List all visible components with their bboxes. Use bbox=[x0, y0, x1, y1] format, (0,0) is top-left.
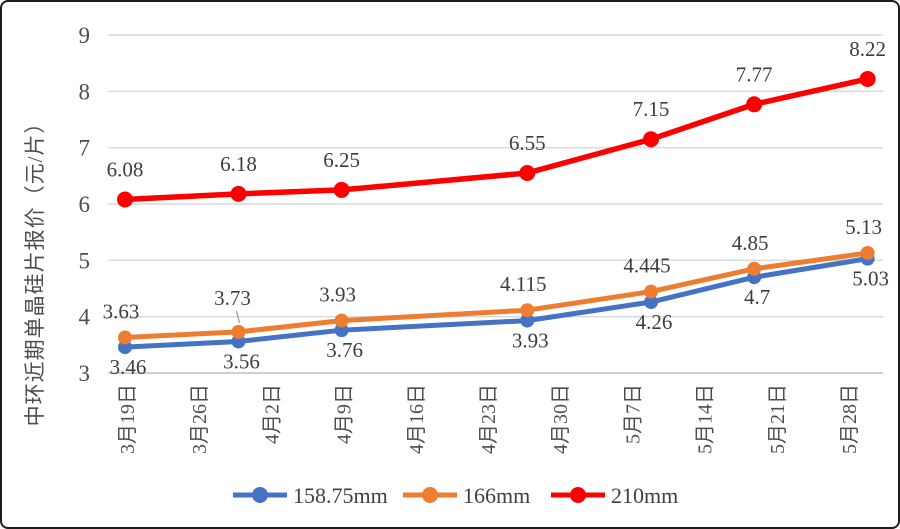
gridlines bbox=[108, 34, 883, 374]
y-tick-label: 9 bbox=[79, 23, 91, 48]
data-point-marker bbox=[520, 313, 535, 328]
data-point-marker bbox=[747, 261, 762, 276]
x-tick-label: 5月7日 bbox=[622, 384, 644, 444]
data-label: 3.76 bbox=[326, 338, 363, 362]
data-point-marker bbox=[230, 185, 247, 202]
data-label: 4.7 bbox=[744, 285, 770, 309]
data-label: 5.13 bbox=[845, 215, 882, 239]
x-tick-label: 5月28日 bbox=[839, 384, 861, 454]
y-tick-label: 8 bbox=[79, 79, 91, 104]
data-point-marker bbox=[117, 191, 133, 208]
x-tick-label: 4月30日 bbox=[550, 384, 572, 454]
data-point-marker bbox=[520, 303, 535, 318]
data-point-marker bbox=[519, 165, 536, 182]
data-point-marker bbox=[859, 70, 876, 87]
x-tick-label: 3月19日 bbox=[117, 384, 139, 454]
y-tick-label: 7 bbox=[79, 136, 91, 161]
legend-marker-dot bbox=[570, 487, 586, 503]
axes: 3 4 5 6 7 8 9 3月19日 3月26日 4月2日 4月9日 4月16日 4月23日 4月30日… bbox=[79, 23, 862, 454]
data-label: 3.46 bbox=[110, 355, 147, 379]
data-point-marker bbox=[118, 330, 132, 345]
data-label: 5.03 bbox=[852, 267, 889, 291]
legend-marker-dot bbox=[252, 487, 268, 503]
y-axis-title: 中环近期单晶硅片报价（元/片） bbox=[23, 112, 47, 427]
data-point-marker bbox=[333, 181, 350, 198]
x-tick-label: 4月23日 bbox=[478, 384, 500, 454]
y-tick-label: 3 bbox=[79, 361, 91, 386]
y-tick-label: 5 bbox=[79, 248, 91, 273]
x-tick-label: 3月26日 bbox=[189, 384, 211, 454]
data-label: 4.445 bbox=[623, 254, 670, 278]
data-point-marker bbox=[643, 131, 660, 148]
x-tick-label: 4月16日 bbox=[406, 384, 428, 454]
legend-item-166mm: 166mm bbox=[403, 483, 530, 508]
legend-label: 158.75mm bbox=[293, 483, 388, 508]
data-point-marker bbox=[644, 295, 659, 310]
data-label: 4.85 bbox=[732, 231, 769, 255]
legend-label: 166mm bbox=[463, 483, 530, 508]
legend-item-210mm: 210mm bbox=[551, 483, 678, 508]
x-tick-label: 5月21日 bbox=[767, 384, 789, 454]
x-tick-label: 4月2日 bbox=[261, 384, 283, 444]
data-point-marker bbox=[334, 323, 349, 338]
y-tick-label: 6 bbox=[79, 192, 91, 217]
legend-marker-dot bbox=[422, 487, 438, 503]
data-point-marker bbox=[231, 334, 246, 349]
data-label: 3.56 bbox=[223, 349, 260, 373]
data-label: 7.77 bbox=[736, 62, 773, 86]
data-label: 4.115 bbox=[500, 272, 546, 296]
y-tick-label: 4 bbox=[79, 305, 91, 330]
data-point-marker bbox=[231, 324, 246, 339]
data-label: 3.93 bbox=[319, 283, 356, 307]
data-label: 3.93 bbox=[512, 329, 549, 353]
data-label: 7.15 bbox=[633, 97, 670, 121]
data-label: 3.73 bbox=[214, 286, 251, 310]
data-labels: 3.46 3.56 3.76 3.93 4.26 4.7 5.03 3.63 3.73 3.93 4… bbox=[103, 37, 889, 379]
legend-item-158.75mm: 158.75mm bbox=[233, 483, 388, 508]
legend-label: 210mm bbox=[611, 483, 678, 508]
data-label: 6.55 bbox=[509, 131, 546, 155]
data-point-marker bbox=[644, 284, 659, 299]
x-tick-label: 4月9日 bbox=[334, 384, 356, 444]
data-point-marker bbox=[334, 313, 349, 328]
data-point-marker bbox=[860, 246, 875, 261]
data-point-marker bbox=[118, 340, 132, 355]
x-tick-label: 5月14日 bbox=[695, 384, 717, 454]
data-label: 6.25 bbox=[323, 148, 360, 172]
data-label: 8.22 bbox=[849, 37, 886, 61]
data-point-marker bbox=[746, 96, 763, 113]
data-label-leader-line bbox=[235, 310, 241, 324]
data-label: 4.26 bbox=[636, 310, 673, 334]
data-label: 3.63 bbox=[103, 300, 140, 324]
data-label: 6.08 bbox=[107, 157, 144, 181]
legend: 158.75mm 166mm 210mm bbox=[233, 483, 678, 508]
series-lines bbox=[117, 70, 876, 355]
data-label: 6.18 bbox=[220, 152, 257, 176]
